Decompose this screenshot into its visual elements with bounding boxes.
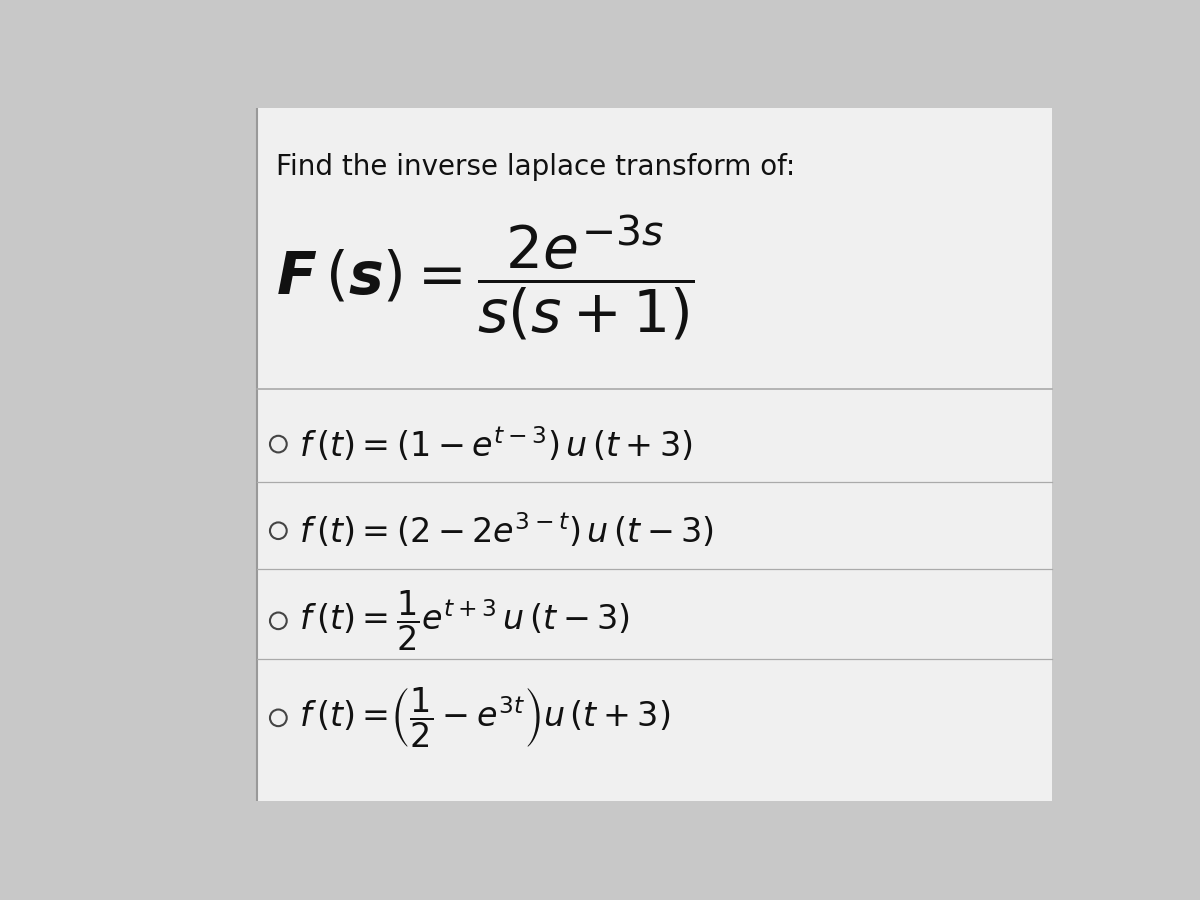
Text: $f\,(t) = \!\left(\dfrac{1}{2} - e^{3t}\right) u\,(t + 3)$: $f\,(t) = \!\left(\dfrac{1}{2} - e^{3t}\…	[299, 686, 670, 750]
Text: $f\,(t) = \dfrac{1}{2}e^{t+3}\,u\,(t - 3)$: $f\,(t) = \dfrac{1}{2}e^{t+3}\,u\,(t - 3…	[299, 589, 630, 653]
Text: $f\,(t) = (2 - 2e^{3-t})\, u\,(t - 3)$: $f\,(t) = (2 - 2e^{3-t})\, u\,(t - 3)$	[299, 511, 714, 550]
FancyBboxPatch shape	[257, 108, 1052, 801]
Text: $f\,(t) = (1 - e^{t-3})\, u\,(t + 3)$: $f\,(t) = (1 - e^{t-3})\, u\,(t + 3)$	[299, 425, 692, 464]
Text: Find the inverse laplace transform of:: Find the inverse laplace transform of:	[276, 153, 794, 181]
Text: $\boldsymbol{F}\,(\boldsymbol{s}) = \dfrac{2e^{-3s}}{s(s+1)}$: $\boldsymbol{F}\,(\boldsymbol{s}) = \dfr…	[276, 213, 694, 342]
